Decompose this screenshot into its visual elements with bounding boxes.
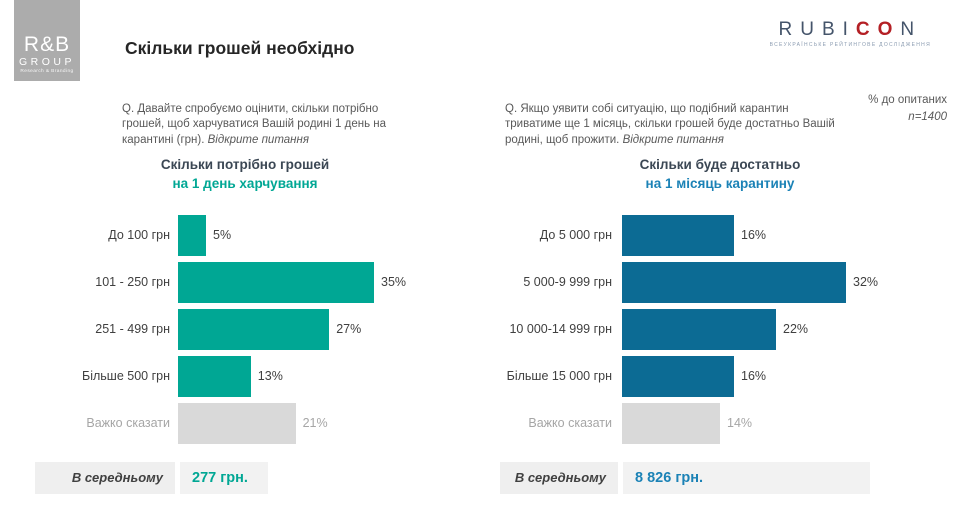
category-label: Важко сказати [528,416,612,431]
question-left-note: Відкрите питання [207,134,309,147]
bar-row: 5 000-9 999 грн 32% [500,261,940,303]
bar [178,355,251,397]
category-label: Більше 15 000 грн [506,369,612,384]
chart-day-food: Скільки потрібно грошей на 1 день харчув… [35,150,455,494]
chart-day-food-title-line2: на 1 день харчування [172,175,318,191]
value-label: 35% [381,275,407,290]
average-strip: В середньому 277 грн. [35,461,455,494]
bar-row: До 100 грн 5% [35,214,455,256]
bar [178,308,330,350]
rubicon-subtitle: ВСЕУКРАЇНСЬКЕ РЕЙТИНГОВЕ ДОСЛІДЖЕННЯ [769,42,931,48]
bar [622,355,734,397]
chart-day-food-title-line1: Скільки потрібно грошей [160,157,330,172]
question-right: Q. Якщо уявити собі ситуацію, що подібни… [505,102,843,150]
rubicon-logo: RUBICON ВСЕУКРАЇНСЬКЕ РЕЙТИНГОВЕ ДОСЛІДЖ… [770,20,931,48]
chart-month-quarantine-title-line2: на 1 місяць карантину [645,175,795,191]
value-label: 13% [257,369,283,384]
bar-row: Важко сказати 14% [500,402,940,444]
bar-row: Більше 15 000 грн 16% [500,355,940,397]
chart-month-quarantine-title: Скільки буде достатньо на 1 місяць каран… [500,150,940,194]
rubicon-part2: CO [855,19,901,40]
average-value: 277 грн. [180,461,268,494]
question-right-note: Відкрите питання [622,134,724,147]
question-left-text: Q. Давайте спробуємо оцінити, скільки по… [122,102,387,147]
category-label: 10 000-14 999 грн [509,322,612,337]
percent-note: % до опитаних [868,94,947,106]
category-label: 251 - 499 грн [95,322,170,337]
chart-day-food-title: Скільки потрібно грошей на 1 день харчув… [35,150,455,194]
bar [622,308,776,350]
question-left: Q. Давайте спробуємо оцінити, скільки по… [122,102,422,150]
rb-logo-group: GROUP [18,55,75,68]
chart-day-food-bars: До 100 грн 5% 101 - 250 грн 35% 251 - 49… [35,214,455,444]
rubicon-part1: RUBI [778,19,856,40]
value-label: 5% [213,228,232,243]
chart-month-quarantine-title-line1: Скільки буде достатньо [639,157,801,172]
value-label: 32% [853,275,879,290]
bar [622,402,720,444]
bar [622,261,846,303]
value-label: 16% [741,228,767,243]
bar [178,214,206,256]
value-label: 16% [741,369,767,384]
chart-month-quarantine-bars: До 5 000 грн 16% 5 000-9 999 грн 32% 10 … [500,214,940,444]
category-label: 101 - 250 грн [95,275,170,290]
question-right-text: Q. Якщо уявити собі ситуацію, що подібни… [505,102,835,147]
bar-row: 10 000-14 999 грн 22% [500,308,940,350]
sample-note: % до опитаних n=1400 [837,92,947,127]
category-label: Важко сказати [86,416,170,431]
page-title: Скільки грошей необхідно [125,37,355,58]
bar-row: 251 - 499 грн 27% [35,308,455,350]
category-label: До 5 000 грн [539,228,612,243]
rb-logo-name: R&B [23,32,71,56]
bar-row: До 5 000 грн 16% [500,214,940,256]
average-value: 8 826 грн. [623,461,870,494]
rb-group-logo: R&B GROUP Research & Branding [14,0,80,81]
bar [622,214,734,256]
category-label: 5 000-9 999 грн [523,275,612,290]
bar [178,261,374,303]
rubicon-wordmark: RUBICON [770,20,931,39]
chart-month-quarantine: Скільки буде достатньо на 1 місяць каран… [500,150,940,494]
category-label: Більше 500 грн [82,369,170,384]
bar [178,402,296,444]
rubicon-part3: N [900,19,923,40]
sample-size: n=1400 [908,111,947,124]
value-label: 27% [336,322,362,337]
bar-row: Більше 500 грн 13% [35,355,455,397]
category-label: До 100 грн [108,228,170,243]
average-label: В середньому [35,461,175,494]
bar-row: Важко сказати 21% [35,402,455,444]
average-strip: В середньому 8 826 грн. [500,461,940,494]
rb-logo-tagline: Research & Branding [20,69,74,75]
value-label: 22% [783,322,809,337]
value-label: 14% [727,416,753,431]
bar-row: 101 - 250 грн 35% [35,261,455,303]
value-label: 21% [302,416,328,431]
average-label: В середньому [500,461,618,494]
